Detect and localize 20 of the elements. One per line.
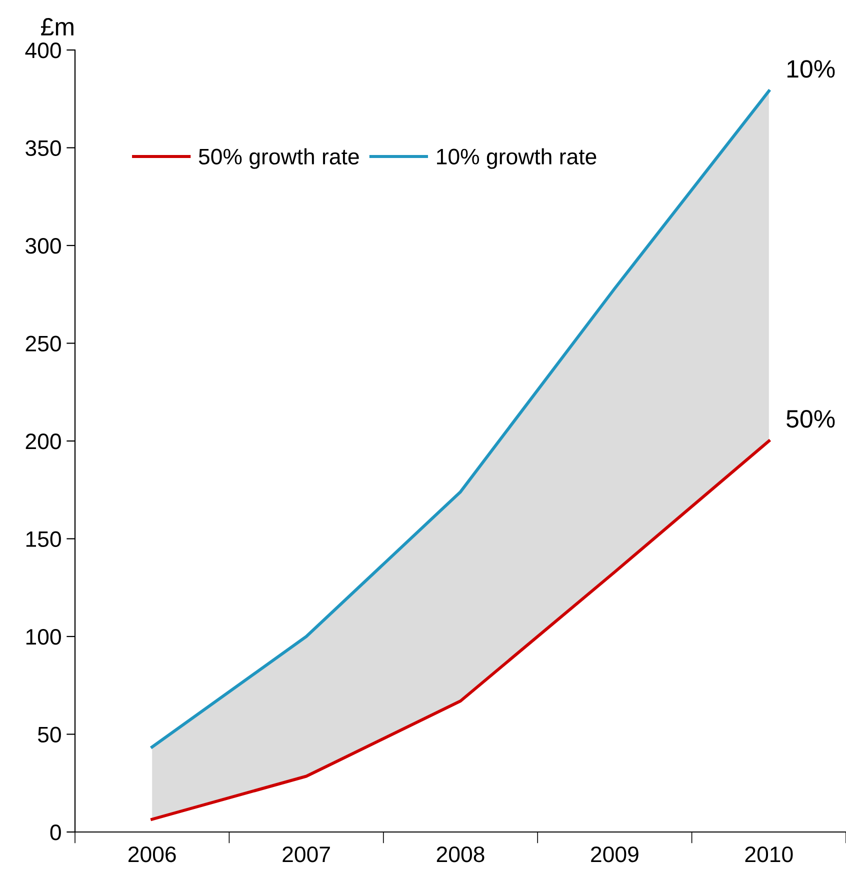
y-tick-label: 250 bbox=[26, 336, 61, 352]
y-axis-title: £m bbox=[41, 18, 74, 36]
annotation: 10% bbox=[787, 60, 835, 78]
y-tick-label: 150 bbox=[26, 531, 61, 548]
y-tick-label: 300 bbox=[26, 238, 61, 254]
y-tick-label: 400 bbox=[25, 42, 61, 58]
y-tick-label: 0 bbox=[50, 824, 61, 840]
line-series bbox=[150, 439, 770, 821]
y-tick-label: 50 bbox=[38, 726, 61, 743]
y-tick-label: 200 bbox=[26, 434, 61, 450]
x-tick-label: 2006 bbox=[128, 846, 176, 862]
y-tick-label: 100 bbox=[26, 629, 61, 645]
x-tick-label: 2008 bbox=[436, 846, 484, 862]
x-tick-label: 2009 bbox=[591, 846, 638, 862]
annotation: 50% bbox=[786, 410, 835, 428]
legend-label: 10% growth rate bbox=[437, 148, 596, 169]
y-tick-label: 350 bbox=[26, 140, 61, 156]
x-tick-label: 2007 bbox=[282, 846, 330, 862]
x-tick-label: 2010 bbox=[745, 846, 793, 862]
legend-label: 50% growth rate bbox=[198, 148, 359, 169]
